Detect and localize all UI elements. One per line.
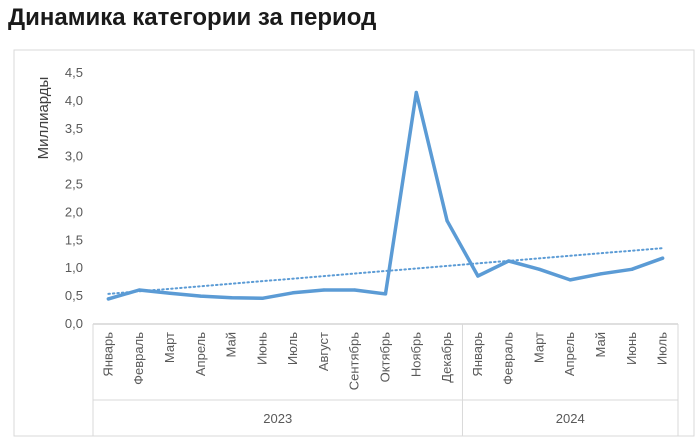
x-tick-label: Февраль: [131, 332, 146, 385]
x-tick-label: Декабрь: [439, 332, 454, 383]
y-axis: 0,0 0,5 1,0 1,5 2,0 2,5 3,0 3,5 4,0 4,5: [65, 65, 83, 331]
data-point: [353, 288, 357, 292]
chart-frame: [13, 49, 695, 437]
x-tick-label: Январь: [470, 332, 485, 377]
data-point: [383, 292, 388, 296]
x-tick-label: Июнь: [624, 332, 639, 365]
data-point: [507, 259, 511, 263]
axes: [92, 323, 679, 436]
x-tick-label: Ноябрь: [408, 332, 423, 377]
x-tick-label: Сентябрь: [347, 332, 362, 390]
page-title: Динамика категории за период: [8, 4, 377, 31]
x-tick-label: Август: [316, 332, 331, 371]
data-point: [661, 256, 665, 260]
data-point: [291, 291, 295, 295]
y-tick-label: 4,0: [65, 93, 83, 108]
x-tick-label: Январь: [100, 332, 115, 377]
y-tick-label: 4,5: [65, 65, 83, 80]
x-tick-label: Октябрь: [378, 332, 393, 383]
x-tick-label: Апрель: [193, 332, 208, 376]
data-point: [137, 288, 141, 292]
x-tick-label: Март: [531, 332, 546, 363]
y-axis-label: Миллиарды: [35, 77, 52, 160]
x-tick-label: Июнь: [254, 332, 269, 365]
y-tick-label: 2,0: [65, 204, 83, 219]
x-group-label: 2023: [263, 411, 292, 426]
data-point: [537, 267, 542, 271]
x-tick-label: Март: [162, 332, 177, 363]
x-tick-label: Июль: [285, 332, 300, 365]
data-point: [476, 274, 480, 278]
x-tick-label: Май: [224, 332, 239, 357]
x-tick-label: Февраль: [501, 332, 516, 385]
data-point: [599, 272, 603, 276]
x-axis-groups: 2023 2024: [263, 411, 584, 426]
y-tick-label: 3,0: [65, 149, 83, 164]
data-point: [630, 267, 634, 271]
data-point: [322, 288, 326, 292]
y-tick-label: 2,5: [65, 177, 83, 192]
x-tick-label: Май: [593, 332, 608, 357]
data-point: [168, 291, 172, 295]
y-tick-label: 1,5: [65, 232, 83, 247]
y-tick-label: 1,0: [65, 260, 83, 275]
y-tick-label: 3,5: [65, 121, 83, 136]
data-point: [260, 296, 264, 300]
trendline-group: [107, 247, 664, 295]
data-point: [414, 90, 418, 95]
data-point: [229, 296, 234, 300]
series-group: [106, 90, 665, 301]
y-tick-label: 0,5: [65, 288, 83, 303]
x-axis: Январь Февраль Март Апрель Май Июнь Июль Август…: [100, 332, 669, 390]
y-tick-label: 0,0: [65, 316, 83, 331]
trendline: [107, 247, 664, 295]
x-tick-label: Июль: [655, 332, 670, 365]
data-point: [568, 278, 572, 282]
data-point: [199, 294, 203, 298]
x-group-label: 2024: [556, 411, 585, 426]
x-tick-label: Апрель: [562, 332, 577, 376]
data-point: [106, 297, 110, 301]
data-point: [445, 219, 449, 223]
